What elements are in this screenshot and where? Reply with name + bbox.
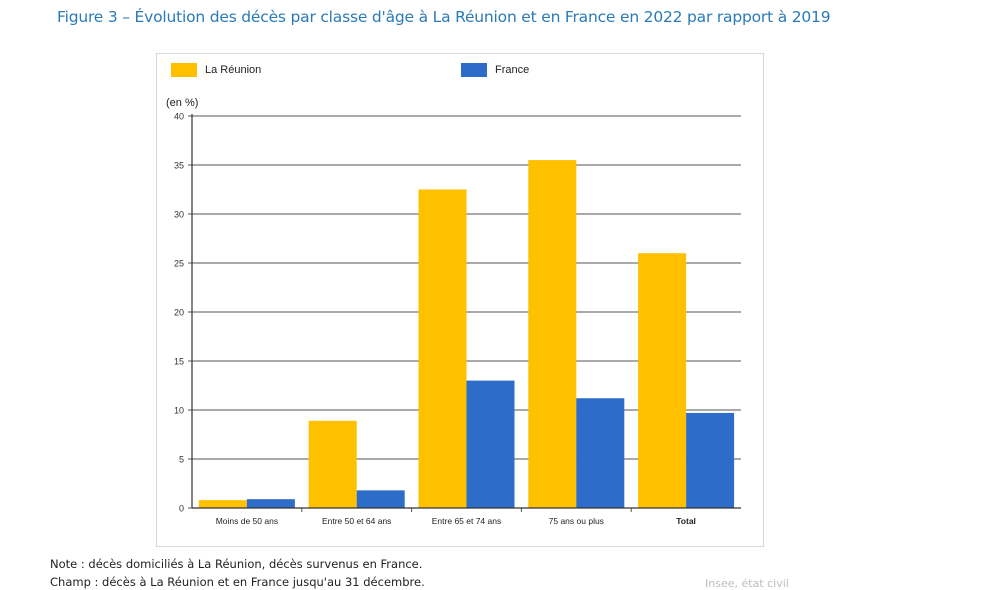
bar-la-reunion: [528, 160, 577, 508]
legend-item-la-reunion: La Réunion: [171, 62, 261, 78]
legend-swatch-la-reunion: [171, 63, 197, 77]
bar-la-reunion: [198, 500, 247, 508]
y-tick-label: 10: [174, 406, 184, 416]
figure-title: Figure 3 – Évolution des décès par class…: [57, 8, 831, 26]
y-tick-label: 25: [174, 259, 184, 269]
bar-france: [466, 380, 515, 508]
x-tick-label: Total: [676, 516, 696, 526]
bar-france: [356, 490, 405, 508]
x-tick-label: 75 ans ou plus: [549, 516, 604, 526]
legend-label-france: France: [495, 64, 530, 76]
note-text: Note : décès domiciliés à La Réunion, dé…: [50, 557, 423, 571]
chart-frame: La Réunion France (en %) 0 5 10 15 20 25 30 35 40…: [156, 53, 764, 547]
y-tick-label: 5: [179, 455, 184, 465]
y-axis-label: (en %): [166, 97, 198, 109]
legend-swatch-france: [461, 63, 487, 77]
legend-item-france: France: [461, 62, 529, 78]
y-tick-label: 20: [174, 308, 184, 318]
y-tick-label: 0: [179, 504, 184, 514]
bar-france: [246, 499, 295, 508]
bar-la-reunion: [308, 420, 357, 508]
bar-la-reunion: [638, 253, 687, 508]
faint-source-text: Insee, état civil: [705, 577, 789, 590]
y-tick-label: 35: [174, 161, 184, 171]
champ-text: Champ : décès à La Réunion et en France …: [50, 575, 425, 589]
y-tick-label: 40: [174, 112, 184, 122]
bar-la-reunion: [418, 189, 467, 508]
x-tick-label: Entre 50 et 64 ans: [322, 516, 391, 526]
legend-label-la-reunion: La Réunion: [205, 64, 262, 76]
y-tick-label: 30: [174, 210, 184, 220]
bar-france: [576, 398, 625, 508]
x-tick-label: Entre 65 et 74 ans: [432, 516, 501, 526]
bar-chart-plot: (en %) 0 5 10 15 20 25 30 35 40 Moins de 50 ans Ent…: [166, 97, 741, 526]
y-tick-label: 15: [174, 357, 184, 367]
x-tick-label: Moins de 50 ans: [216, 516, 278, 526]
bar-france: [686, 412, 735, 508]
